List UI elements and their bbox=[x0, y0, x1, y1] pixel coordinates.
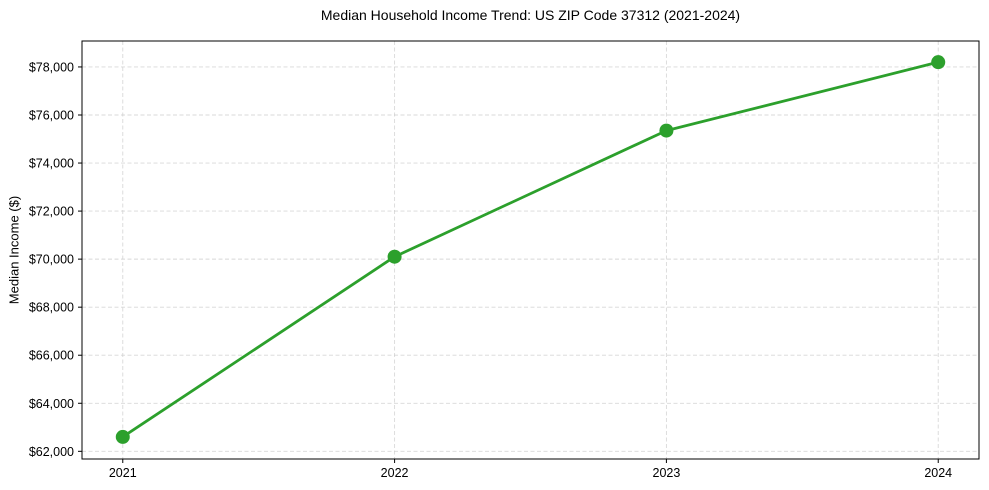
y-tick-label: $62,000 bbox=[29, 445, 74, 459]
chart-title: Median Household Income Trend: US ZIP Co… bbox=[320, 7, 741, 23]
y-tick-label: $68,000 bbox=[29, 301, 74, 315]
y-tick-label: $64,000 bbox=[29, 397, 74, 411]
data-point bbox=[387, 249, 402, 264]
y-tick-label: $70,000 bbox=[29, 253, 74, 267]
x-tick-label: 2021 bbox=[109, 466, 137, 480]
y-axis-label: Median Income ($) bbox=[6, 195, 22, 305]
data-line bbox=[121, 60, 939, 439]
data-point bbox=[931, 55, 946, 70]
x-tick-label: 2022 bbox=[381, 466, 409, 480]
x-tick-label: 2023 bbox=[653, 466, 681, 480]
y-tick-label: $74,000 bbox=[29, 157, 74, 171]
plot-border bbox=[81, 40, 980, 460]
data-point bbox=[115, 429, 130, 444]
y-tick-label: $78,000 bbox=[29, 60, 74, 74]
y-tick-label: $66,000 bbox=[29, 349, 74, 363]
x-tick-label: 2024 bbox=[924, 466, 952, 480]
y-tick-label: $76,000 bbox=[29, 108, 74, 122]
data-point bbox=[659, 123, 674, 138]
y-tick-label: $72,000 bbox=[29, 205, 74, 219]
